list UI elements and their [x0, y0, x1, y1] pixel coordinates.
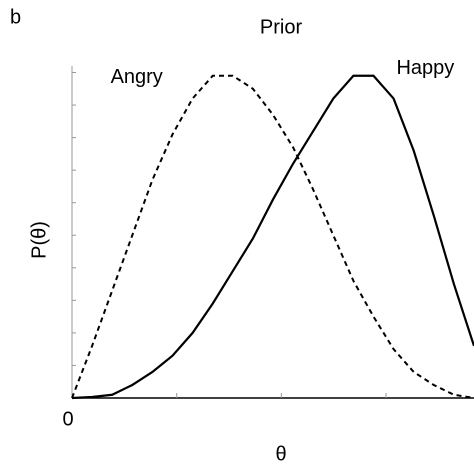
y-axis-label: P(θ): [28, 221, 50, 259]
x-tick-label: 0: [62, 408, 73, 430]
series-label: Angry: [111, 66, 163, 88]
x-axis-label: θ: [275, 443, 286, 465]
series-label: Happy: [396, 57, 454, 79]
line-series: [71, 74, 474, 399]
chart-title: Prior: [260, 16, 303, 38]
line-series: [71, 74, 474, 400]
panel-label: b: [10, 6, 21, 28]
